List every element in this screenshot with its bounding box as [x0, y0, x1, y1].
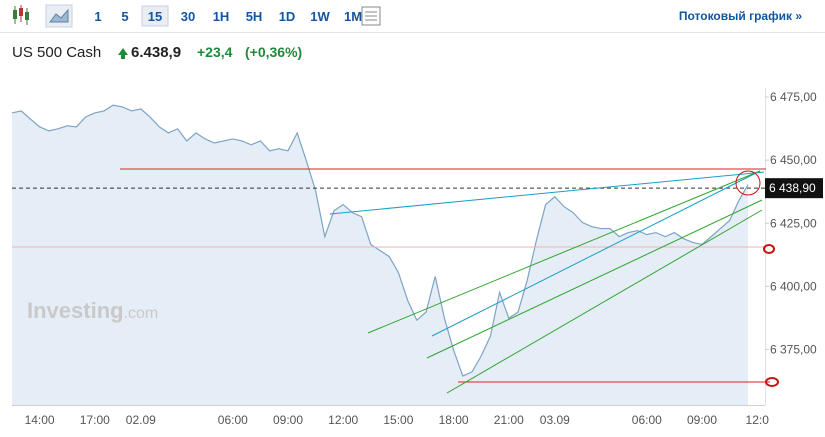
instrument-name: US 500 Cash [12, 44, 101, 61]
candle-icon[interactable] [13, 5, 29, 25]
area-icon [49, 8, 69, 23]
y-tick-label: 6 400,00 [770, 279, 817, 293]
y-tick-label: 6 450,00 [770, 153, 817, 167]
drawn-ellipse [763, 244, 775, 254]
trend-line [431, 170, 761, 337]
interval-button[interactable]: 15 [148, 9, 162, 24]
y-tick-label: 6 375,00 [770, 342, 817, 356]
change: +23,4 [197, 44, 233, 60]
watermark-suffix: .com [124, 305, 159, 322]
x-tick-label: 06:00 [218, 413, 248, 427]
interval-button[interactable]: 5H [246, 9, 263, 24]
trend-line [426, 199, 763, 359]
x-tick-label: 09:00 [687, 413, 717, 427]
interval-button[interactable]: 30 [181, 9, 195, 24]
stream-chart-link[interactable]: Потоковый график » [679, 9, 802, 23]
x-tick-label: 06:00 [632, 413, 662, 427]
interval-button[interactable]: 1H [213, 9, 230, 24]
x-tick-label: 09:00 [273, 413, 303, 427]
price-line [11, 104, 749, 377]
x-tick-label: 12:0 [746, 413, 770, 427]
x-tick-label: 12:00 [328, 413, 358, 427]
interval-active-bg [141, 5, 169, 27]
x-tick-label: 03.09 [540, 413, 570, 427]
x-tick-label: 21:00 [494, 413, 524, 427]
interval-button[interactable]: 5 [121, 9, 128, 24]
x-tick-label: 14:00 [25, 413, 55, 427]
y-tick-label: 6 425,00 [770, 216, 817, 230]
drawn-ellipse [765, 377, 779, 387]
trend-line [446, 209, 763, 394]
drawn-circle [735, 170, 761, 196]
interval-button[interactable]: 1M [344, 9, 362, 24]
current-price-label: 6 438,90 [769, 181, 816, 195]
watermark: Investing.com [27, 298, 158, 323]
trend-line [329, 171, 765, 215]
x-tick-label: 02.09 [126, 413, 156, 427]
plot: 6 375,00 6 400,00 6 425,00 6 450,00 6 475,00… [11, 90, 823, 427]
area-fill [12, 105, 748, 406]
trend-line [367, 170, 761, 334]
interval-buttons: 1 5 15 30 1H 5H 1D 1W 1M [94, 5, 362, 27]
interval-button[interactable]: 1W [310, 9, 330, 24]
x-tick-label: 15:00 [383, 413, 413, 427]
current-price-box [765, 178, 823, 199]
watermark-brand: Investing [27, 298, 124, 323]
up-arrow [118, 48, 128, 59]
price: 6.438,9 [131, 44, 181, 61]
interval-button[interactable]: 1 [94, 9, 101, 24]
x-tick-label: 18:00 [439, 413, 469, 427]
y-tick-label: 6 475,00 [770, 90, 817, 104]
interval-button[interactable]: 1D [279, 9, 296, 24]
change-percent: (+0,36%) [245, 44, 302, 60]
x-tick-label: 17:00 [80, 413, 110, 427]
